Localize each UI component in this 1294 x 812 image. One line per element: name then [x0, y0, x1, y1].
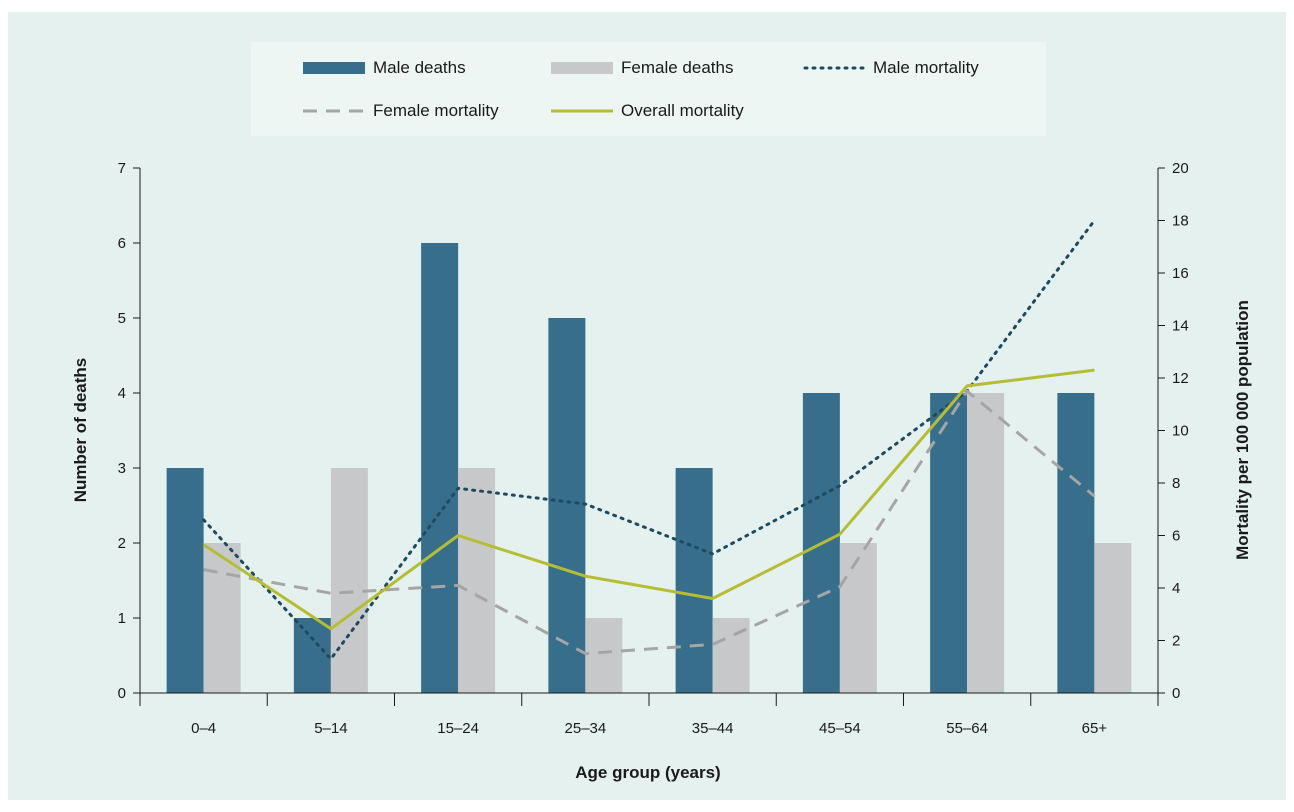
bar-male-deaths-0 — [166, 468, 204, 693]
y-tick-label-6: 6 — [118, 235, 126, 252]
y2-tick-label-18: 18 — [1172, 213, 1189, 230]
legend-item-male-mortality: Male mortality — [803, 55, 979, 81]
legend-label-female-mortality: Female mortality — [373, 101, 499, 120]
y-tick-label-5: 5 — [118, 310, 126, 327]
bar-male-deaths-6 — [930, 393, 968, 693]
legend-item-female-deaths: Female deaths — [551, 55, 733, 81]
x-tick-label-2: 15–24 — [437, 720, 479, 737]
y-axis-title: Number of deaths — [71, 358, 90, 503]
x-tick-label-3: 25–34 — [565, 720, 607, 737]
bar-female-deaths-6 — [967, 393, 1005, 693]
x-axis-title: Age group (years) — [575, 763, 720, 782]
legend-swatch-overall-mortality — [551, 109, 613, 113]
y2-tick-label-16: 16 — [1172, 265, 1189, 282]
legend-swatch-female-mortality — [303, 109, 365, 113]
y2-tick-label-12: 12 — [1172, 370, 1189, 387]
y-tick-label-3: 3 — [118, 460, 126, 477]
x-tick-label-0: 0–4 — [191, 720, 216, 737]
bar-female-deaths-2 — [458, 468, 496, 693]
y-tick-label-4: 4 — [118, 385, 126, 402]
x-tick-label-4: 35–44 — [692, 720, 734, 737]
legend-label-female-deaths: Female deaths — [621, 58, 734, 77]
bar-male-deaths-2 — [421, 243, 459, 693]
y2-tick-label-20: 20 — [1172, 160, 1189, 177]
y2-tick-label-2: 2 — [1172, 633, 1180, 650]
bar-female-deaths-3 — [585, 618, 623, 693]
legend: Male deaths Female deaths Male mortality… — [251, 42, 1046, 136]
bar-male-deaths-4 — [675, 468, 713, 693]
legend-swatch-male-mortality — [803, 66, 865, 70]
y-tick-label-7: 7 — [118, 160, 126, 177]
bar-male-deaths-3 — [548, 318, 586, 693]
legend-label-male-mortality: Male mortality — [873, 58, 979, 77]
line-overall-mortality — [202, 368, 1095, 631]
x-tick-label-6: 55–64 — [946, 720, 988, 737]
y2-tick-label-6: 6 — [1172, 528, 1180, 545]
x-tick-label-7: 65+ — [1082, 720, 1108, 737]
legend-item-male-deaths: Male deaths — [303, 55, 466, 81]
legend-label-overall-mortality: Overall mortality — [621, 101, 744, 120]
y2-tick-label-8: 8 — [1172, 475, 1180, 492]
legend-label-male-deaths: Male deaths — [373, 58, 466, 77]
x-tick-label-5: 45–54 — [819, 720, 861, 737]
bar-female-deaths-1 — [330, 468, 368, 693]
y-tick-label-2: 2 — [118, 535, 126, 552]
y2-tick-label-4: 4 — [1172, 580, 1180, 597]
line-male-mortality — [202, 219, 1096, 661]
y2-tick-label-14: 14 — [1172, 318, 1189, 335]
x-tick-label-1: 5–14 — [314, 720, 347, 737]
y2-tick-label-0: 0 — [1172, 685, 1180, 702]
y-tick-label-1: 1 — [118, 610, 126, 627]
y-tick-label-0: 0 — [118, 685, 126, 702]
y2-tick-label-10: 10 — [1172, 423, 1189, 440]
legend-swatch-male-deaths — [303, 62, 365, 74]
legend-item-female-mortality: Female mortality — [303, 98, 499, 124]
bar-female-deaths-7 — [1094, 543, 1132, 693]
bar-male-deaths-7 — [1057, 393, 1095, 693]
legend-item-overall-mortality: Overall mortality — [551, 98, 744, 124]
bar-female-deaths-0 — [203, 543, 241, 693]
bar-female-deaths-5 — [839, 543, 877, 693]
bar-male-deaths-1 — [293, 618, 331, 693]
legend-swatch-female-deaths — [551, 62, 613, 74]
y2-axis-title: Mortality per 100 000 population — [1233, 300, 1252, 560]
line-female-mortality — [203, 389, 1096, 656]
